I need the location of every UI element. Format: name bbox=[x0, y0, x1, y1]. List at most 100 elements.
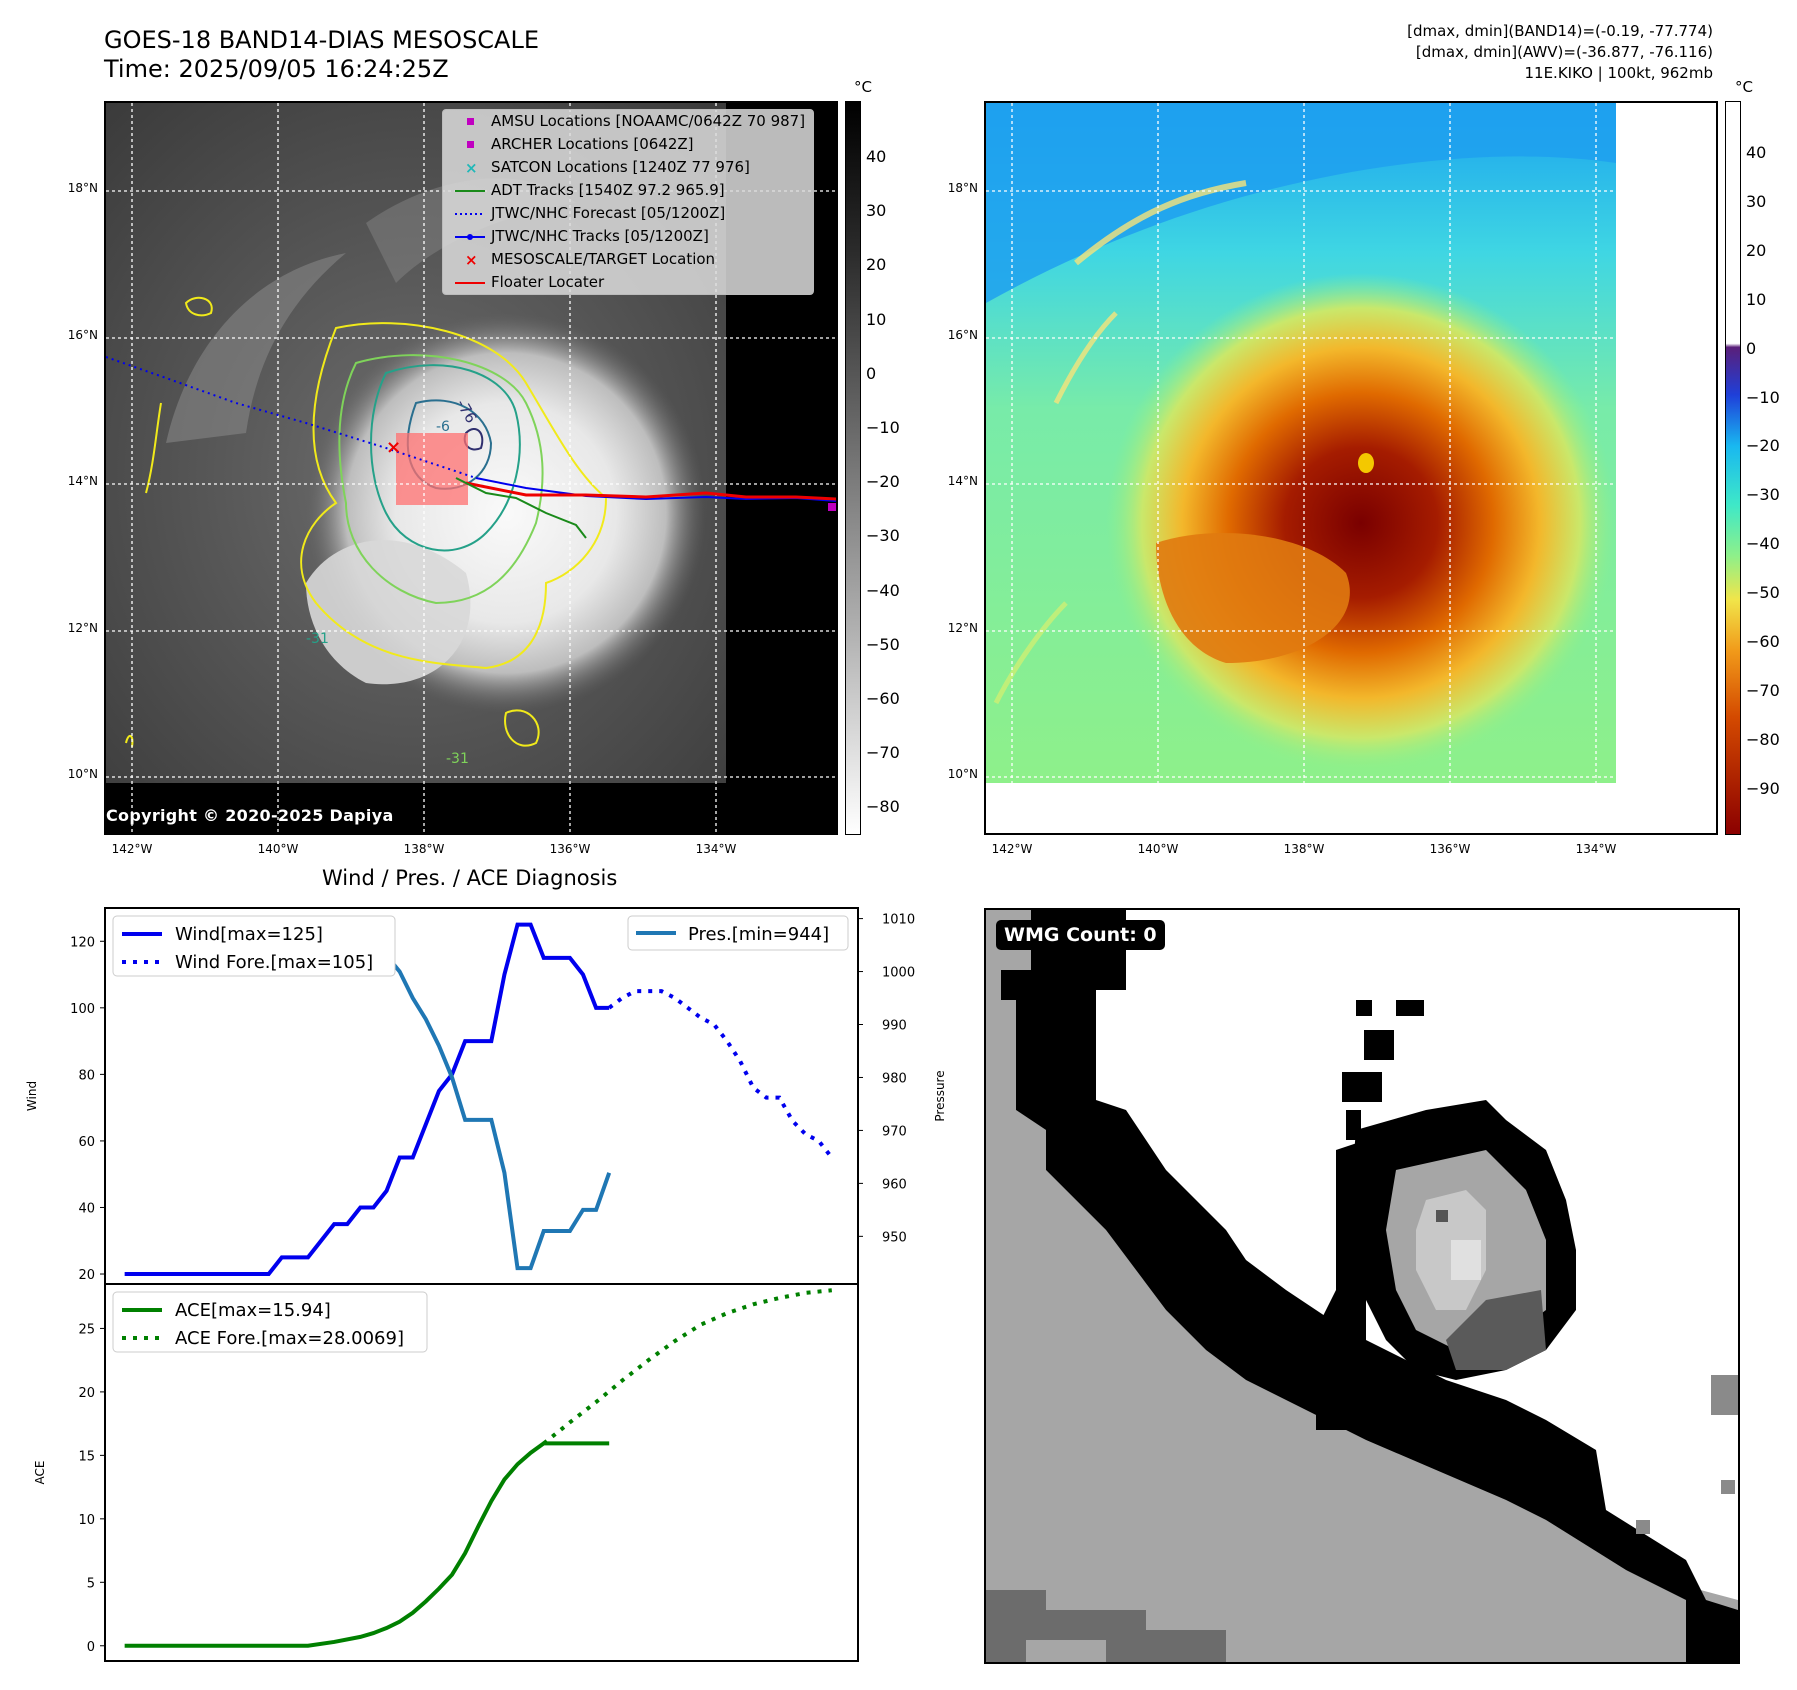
lat-label: 18°N bbox=[67, 181, 98, 195]
colorbar-tick: 10 bbox=[866, 309, 887, 329]
pressure-tick-label: 970 bbox=[882, 1124, 907, 1139]
pressure-tick-label: 960 bbox=[882, 1177, 907, 1192]
ir-map-panel: -76 -31 -31 -6 × AMSU Locations [NOAAMC/… bbox=[104, 101, 838, 835]
colorbar-tick: −50 bbox=[1746, 583, 1780, 603]
wmg-grid-image bbox=[986, 910, 1738, 1662]
legend-item: × SATCON Locations [1240Z 77 976] bbox=[465, 158, 750, 177]
info-line3: 11E.KIKO | 100kt, 962mb bbox=[1524, 64, 1713, 82]
legend-item: ADT Tracks [1540Z 97.2 965.9] bbox=[455, 181, 725, 199]
floater-track bbox=[465, 481, 836, 501]
legend-label: ACE[max=15.94] bbox=[175, 1300, 331, 1321]
contour-label: -31 bbox=[306, 631, 329, 647]
lon-label: 136°W bbox=[1429, 842, 1471, 856]
series-line-0 bbox=[124, 922, 610, 1277]
lat-label: 18°N bbox=[947, 181, 978, 195]
amsu-marker bbox=[828, 503, 836, 511]
svg-text:×: × bbox=[465, 159, 478, 177]
copyright-text: Copyright © 2020-2025 Dapiya bbox=[106, 806, 394, 825]
colorbar-tick: 40 bbox=[1746, 143, 1767, 162]
wv-colorbar bbox=[1725, 101, 1741, 835]
wind-tick-label: 40 bbox=[78, 1201, 95, 1216]
ace-tick-label: 20 bbox=[78, 1386, 95, 1401]
wind-tick-label: 20 bbox=[78, 1268, 95, 1283]
colorbar-tick: −90 bbox=[1746, 778, 1780, 798]
svg-text:×: × bbox=[465, 251, 478, 269]
adt-track bbox=[455, 477, 587, 539]
colorbar-tick: −20 bbox=[1746, 436, 1780, 456]
wind-axis-label: Wind bbox=[25, 1081, 39, 1111]
wmg-panel bbox=[984, 908, 1740, 1664]
lon-label: 140°W bbox=[257, 842, 299, 856]
ace-tick-label: 25 bbox=[78, 1322, 95, 1337]
info-line2: [dmax, dmin](AWV)=(-36.877, -76.116) bbox=[1415, 43, 1713, 61]
target-marker: × bbox=[386, 437, 401, 458]
colorbar-tick: 30 bbox=[866, 201, 887, 221]
colorbar-tick: −40 bbox=[866, 580, 900, 600]
legend-item: AMSU Locations [NOAAMC/0642Z 70 987] bbox=[443, 110, 813, 133]
wind-tick-label: 120 bbox=[70, 935, 95, 950]
pressure-tick-label: 990 bbox=[882, 1019, 907, 1034]
ace-tick-label: 5 bbox=[87, 1576, 95, 1591]
series-line-1 bbox=[607, 989, 834, 1159]
ace-series-line-0 bbox=[124, 1441, 610, 1648]
ace-tick-label: 15 bbox=[78, 1449, 95, 1464]
colorbar-tick: −50 bbox=[866, 634, 900, 654]
ir-colorbar bbox=[845, 101, 861, 835]
ace-axis-label: ACE bbox=[33, 1461, 47, 1485]
lat-label: 14°N bbox=[947, 474, 978, 488]
wv-colorbar-unit: °C bbox=[1735, 78, 1753, 96]
legend-item: ARCHER Locations [0642Z] bbox=[443, 133, 813, 156]
colorbar-tick: −10 bbox=[1746, 387, 1780, 407]
ace-legend-box bbox=[112, 1291, 428, 1353]
legend-label: Wind Fore.[max=105] bbox=[175, 952, 373, 973]
lat-label: 10°N bbox=[67, 767, 98, 781]
ace-series-line-1 bbox=[542, 1288, 833, 1445]
lon-label: 138°W bbox=[403, 842, 445, 856]
wv-gridlines bbox=[986, 103, 1716, 833]
colorbar-tick: −80 bbox=[1746, 729, 1780, 749]
colorbar-tick: −60 bbox=[866, 689, 900, 708]
lat-label: 16°N bbox=[67, 328, 98, 342]
pressure-axis-label: Pressure bbox=[933, 1070, 947, 1121]
lon-label: 134°W bbox=[1575, 842, 1617, 856]
wv-map-panel bbox=[984, 101, 1718, 835]
legend-item: JTWC/NHC Forecast [05/1200Z] bbox=[455, 204, 726, 222]
figure-title-line1: GOES-18 BAND14-DIAS MESOSCALE bbox=[104, 26, 540, 54]
lat-label: 16°N bbox=[947, 328, 978, 342]
ace-tick-label: 10 bbox=[78, 1513, 95, 1528]
colorbar-tick: −30 bbox=[866, 526, 900, 546]
floater-box bbox=[396, 433, 468, 505]
diagnosis-title: Wind / Pres. / ACE Diagnosis bbox=[322, 866, 618, 890]
colorbar-tick: −20 bbox=[866, 472, 900, 492]
colorbar-tick: 10 bbox=[1746, 289, 1767, 309]
lon-label: 138°W bbox=[1283, 842, 1325, 856]
ace-axes-frame bbox=[104, 1283, 859, 1662]
ir-colorbar-unit: °C bbox=[854, 78, 872, 96]
info-line1: [dmax, dmin](BAND14)=(-0.19, -77.774) bbox=[1407, 22, 1713, 40]
legend-item: Floater Locater bbox=[455, 273, 605, 291]
contour-label: -6 bbox=[436, 419, 450, 435]
colorbar-tick: −70 bbox=[1746, 680, 1780, 700]
colorbar-tick: −40 bbox=[1746, 534, 1780, 554]
legend-item: JTWC/NHC Tracks [05/1200Z] bbox=[443, 225, 813, 248]
lat-label: 12°N bbox=[67, 621, 98, 635]
legend-label: Wind[max=125] bbox=[175, 924, 323, 945]
colorbar-tick: −70 bbox=[866, 743, 900, 763]
colorbar-tick: −80 bbox=[866, 797, 900, 817]
lat-label: 12°N bbox=[947, 621, 978, 635]
ir-legend: AMSU Locations [NOAAMC/0642Z 70 987] ARC… bbox=[442, 109, 815, 295]
pressure-tick-label: 1000 bbox=[882, 966, 915, 981]
figure-title-line2: Time: 2025/09/05 16:24:25Z bbox=[104, 55, 449, 83]
lon-label: 136°W bbox=[549, 842, 591, 856]
colorbar-tick: −60 bbox=[1746, 632, 1780, 651]
pressure-tick-label: 980 bbox=[882, 1071, 907, 1086]
lat-label: 14°N bbox=[67, 474, 98, 488]
wv-satellite-image bbox=[986, 103, 1716, 833]
pressure-legend-box bbox=[627, 915, 849, 951]
lon-label: 142°W bbox=[991, 842, 1033, 856]
legend-label: Pres.[min=944] bbox=[688, 924, 829, 945]
colorbar-tick: 20 bbox=[866, 255, 887, 275]
lat-label: 10°N bbox=[947, 767, 978, 781]
colorbar-tick: 40 bbox=[866, 147, 887, 166]
colorbar-tick: −10 bbox=[866, 418, 900, 437]
